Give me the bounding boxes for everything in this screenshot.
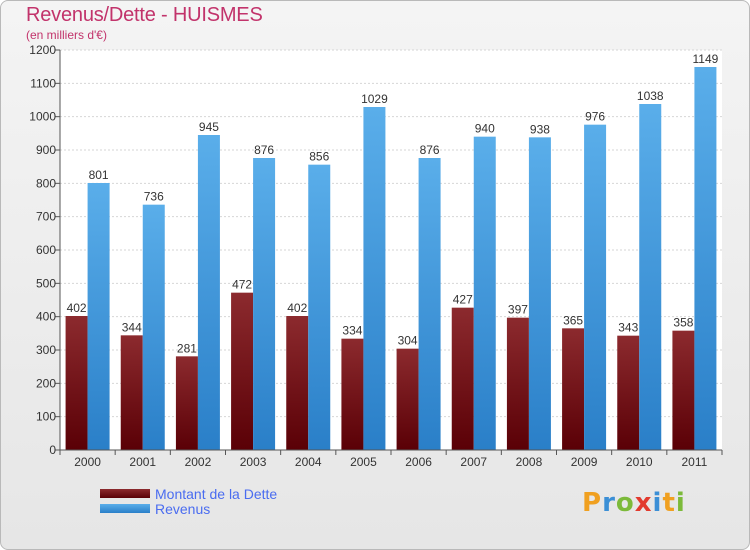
chart-title: Revenus/Dette - HUISMES xyxy=(26,4,263,26)
data-label-revenus: 940 xyxy=(475,122,495,136)
data-label-debt: 402 xyxy=(287,301,307,315)
data-label-revenus: 876 xyxy=(254,143,274,157)
y-tick-label: 300 xyxy=(36,343,56,357)
y-tick-label: 900 xyxy=(36,143,56,157)
logo-letter: o xyxy=(615,488,635,518)
logo-letter: r xyxy=(602,488,616,518)
data-label-debt: 472 xyxy=(232,278,252,292)
bar-debt xyxy=(562,328,585,450)
y-tick-label: 1200 xyxy=(29,43,56,57)
x-tick-label: 2010 xyxy=(626,455,653,469)
bar-revenus xyxy=(473,136,496,450)
data-label-revenus: 1029 xyxy=(361,92,388,106)
proxiti-logo: Proxiti xyxy=(582,488,686,518)
y-tick-label: 800 xyxy=(36,176,56,190)
bar-revenus xyxy=(528,137,551,451)
data-label-debt: 344 xyxy=(122,320,142,334)
data-label-revenus: 1149 xyxy=(693,52,719,66)
y-tick-label: 1000 xyxy=(29,110,56,124)
data-label-revenus: 1038 xyxy=(637,89,664,103)
bar-revenus xyxy=(308,164,331,450)
bar-revenus xyxy=(418,158,441,450)
bar-debt xyxy=(231,292,254,450)
logo-letter: x xyxy=(634,488,653,518)
y-tick-label: 600 xyxy=(36,243,56,257)
y-axis: 0 100 200 300 400 500 600 700 800 900 1000 1100 1200 xyxy=(29,43,61,457)
data-label-debt: 402 xyxy=(67,301,87,315)
bar-debt xyxy=(617,335,640,450)
legend-swatch-revenus xyxy=(100,504,150,513)
legend: Montant de la Dette Revenus xyxy=(100,485,278,517)
x-tick-label: 2007 xyxy=(460,455,487,469)
data-label-debt: 304 xyxy=(398,334,418,348)
y-tick-label: 200 xyxy=(36,376,56,390)
data-label-revenus: 736 xyxy=(144,190,164,204)
x-tick-label: 2004 xyxy=(295,455,322,469)
y-tick-label: 0 xyxy=(49,443,56,457)
bar-revenus xyxy=(639,104,662,450)
bar-debt xyxy=(451,307,474,450)
chart-subtitle: (en milliers d'€) xyxy=(26,28,107,42)
bar-debt xyxy=(506,317,529,450)
plot-area xyxy=(60,50,722,450)
data-label-debt: 427 xyxy=(453,293,473,307)
x-tick-label: 2001 xyxy=(129,455,156,469)
data-label-debt: 365 xyxy=(563,313,583,327)
data-label-debt: 397 xyxy=(508,303,528,317)
bars: 402 801 344 736 281 945 472 876 402 856 334 1029 304… xyxy=(65,52,719,451)
data-label-debt: 334 xyxy=(342,324,362,338)
logo-letter: i xyxy=(652,488,663,518)
y-tick-label: 500 xyxy=(36,276,56,290)
legend-label-revenus: Revenus xyxy=(155,500,211,517)
bar-revenus xyxy=(87,183,110,450)
data-label-revenus: 856 xyxy=(309,150,329,164)
data-label-revenus: 876 xyxy=(420,143,440,157)
legend-item-revenus: Revenus xyxy=(100,500,277,517)
y-tick-label: 100 xyxy=(36,410,56,424)
logo-letter: i xyxy=(675,488,686,518)
x-tick-label: 2008 xyxy=(516,455,543,469)
data-label-debt: 343 xyxy=(618,321,638,335)
bar-debt xyxy=(341,338,364,450)
bar-revenus xyxy=(584,124,607,451)
bar-revenus xyxy=(197,135,220,450)
data-label-revenus: 976 xyxy=(585,110,605,124)
y-tick-label: 700 xyxy=(36,210,56,224)
bar-debt xyxy=(65,316,88,450)
x-tick-label: 2003 xyxy=(240,455,267,469)
x-tick-label: 2002 xyxy=(185,455,212,469)
bar-revenus xyxy=(694,67,717,450)
x-tick-label: 2006 xyxy=(405,455,432,469)
x-tick-label: 2009 xyxy=(571,455,598,469)
legend-item-debt: Montant de la Dette xyxy=(100,485,278,502)
legend-swatch-debt xyxy=(100,489,150,498)
x-tick-label: 2011 xyxy=(682,455,708,469)
bar-debt xyxy=(175,356,198,450)
bar-revenus xyxy=(363,107,386,450)
bar-revenus xyxy=(253,158,276,450)
legend-label-debt: Montant de la Dette xyxy=(155,485,278,502)
bar-debt xyxy=(396,348,419,450)
bar-debt xyxy=(286,316,309,450)
data-label-debt: 281 xyxy=(177,341,197,355)
bar-revenus xyxy=(142,204,165,450)
data-label-revenus: 945 xyxy=(199,120,219,134)
x-tick-label: 2000 xyxy=(74,455,101,469)
logo-letter: t xyxy=(662,488,676,518)
data-label-debt: 358 xyxy=(673,316,693,330)
bar-debt xyxy=(672,330,695,450)
y-tick-label: 400 xyxy=(36,310,56,324)
logo-letter: P xyxy=(582,488,603,518)
bar-debt xyxy=(120,335,143,450)
grid-lines xyxy=(60,49,722,451)
x-tick-label: 2005 xyxy=(350,455,377,469)
x-axis: 2000 2001 2002 2003 2004 2005 2006 2007 2008 2009… xyxy=(59,449,723,469)
y-tick-label: 1100 xyxy=(30,76,56,90)
data-label-revenus: 801 xyxy=(89,168,109,182)
data-label-revenus: 938 xyxy=(530,122,550,136)
